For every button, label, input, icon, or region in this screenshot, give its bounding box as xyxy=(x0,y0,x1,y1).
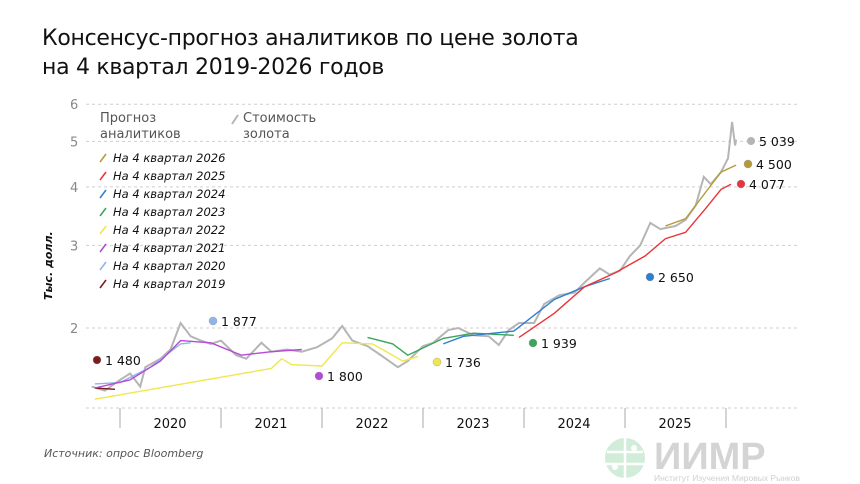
forecast-line xyxy=(94,339,302,389)
legend-forecast-header-line1: Прогноз xyxy=(100,111,156,126)
forecast-end-label: 1 736 xyxy=(445,355,481,370)
legend-swatch xyxy=(99,207,107,217)
x-tick-label: 2021 xyxy=(254,417,287,432)
chart-title: Консенсус-прогноз аналитиков по цене зол… xyxy=(42,24,579,82)
forecast-end-dot xyxy=(528,338,538,348)
legend-swatch xyxy=(99,171,107,181)
legend-swatch xyxy=(99,189,107,199)
globe-icon xyxy=(605,438,645,478)
y-tick-label: 2 xyxy=(70,322,78,337)
forecast-end-label: 2 650 xyxy=(658,270,694,285)
logo-subtitle: Институт Изучения Мировых Рынков xyxy=(654,473,800,483)
legend-price-swatch xyxy=(231,114,239,125)
x-tick-label: 2020 xyxy=(153,417,186,432)
legend-entry: На 4 квартал 2019 xyxy=(113,277,225,291)
x-tick-label: 2025 xyxy=(658,417,691,432)
x-tick-label: 2022 xyxy=(355,417,388,432)
legend-entry: На 4 квартал 2023 xyxy=(113,205,225,219)
gold-price-line xyxy=(91,121,738,392)
x-tick-label: 2023 xyxy=(456,417,489,432)
iimr-logo: ИИМР Институт Изучения Мировых Рынков xyxy=(605,436,800,483)
y-tick-label: 5 xyxy=(70,135,78,150)
forecast-end-dot xyxy=(208,316,218,326)
forecast-end-label: 1 877 xyxy=(221,314,257,329)
logo-text: ИИМР xyxy=(654,436,766,478)
forecast-end-label: 1 800 xyxy=(327,369,363,384)
forecast-line xyxy=(94,342,419,400)
legend-entry: На 4 квартал 2022 xyxy=(113,223,225,237)
forecast-end-label: 4 077 xyxy=(749,177,785,192)
forecast-end-dot xyxy=(736,179,746,189)
x-tick-label: 2024 xyxy=(557,417,590,432)
legend-entry: На 4 квартал 2020 xyxy=(113,259,225,273)
legend-entry: На 4 квартал 2025 xyxy=(113,169,225,183)
y-tick-label: 3 xyxy=(70,239,78,254)
title-line-1: Консенсус-прогноз аналитиков по цене зол… xyxy=(42,26,579,51)
price-end-dot xyxy=(747,137,755,145)
forecast-end-label: 4 500 xyxy=(756,157,792,172)
y-tick-label: 4 xyxy=(70,181,78,196)
y-tick-label: 6 xyxy=(70,98,78,113)
forecast-line xyxy=(518,183,732,338)
forecast-end-label: 1 480 xyxy=(105,353,141,368)
legend-entry: На 4 квартал 2021 xyxy=(113,241,225,255)
legend-forecast-header-line2: аналитиков xyxy=(100,127,181,142)
source-note: Источник: опрос Bloomberg xyxy=(44,447,204,460)
forecast-end-dot xyxy=(432,357,442,367)
legend-swatch xyxy=(99,279,107,289)
legend-price-header-line1: Стоимость xyxy=(243,111,316,126)
legend-swatch xyxy=(99,225,107,235)
forecast-end-dot xyxy=(314,371,324,381)
legend-swatch xyxy=(99,261,107,271)
legend-entry: На 4 квартал 2026 xyxy=(113,151,225,165)
y-axis-label: Тыс. долл. xyxy=(42,231,55,300)
legend-swatch xyxy=(99,153,107,163)
legend-price-header-line2: золота xyxy=(243,127,290,142)
forecast-end-dot xyxy=(645,272,655,282)
forecast-line xyxy=(665,164,737,227)
forecast-end-dot xyxy=(743,159,753,169)
title-line-2: на 4 квартал 2019-2026 годов xyxy=(42,55,385,80)
forecast-end-dot xyxy=(92,355,102,365)
forecast-line xyxy=(94,387,116,390)
price-end-label: 5 039 xyxy=(759,134,795,149)
forecast-end-label: 1 939 xyxy=(541,336,577,351)
legend-entry: На 4 квартал 2024 xyxy=(113,187,225,201)
legend-swatch xyxy=(99,243,107,253)
forecast-line xyxy=(367,332,514,357)
